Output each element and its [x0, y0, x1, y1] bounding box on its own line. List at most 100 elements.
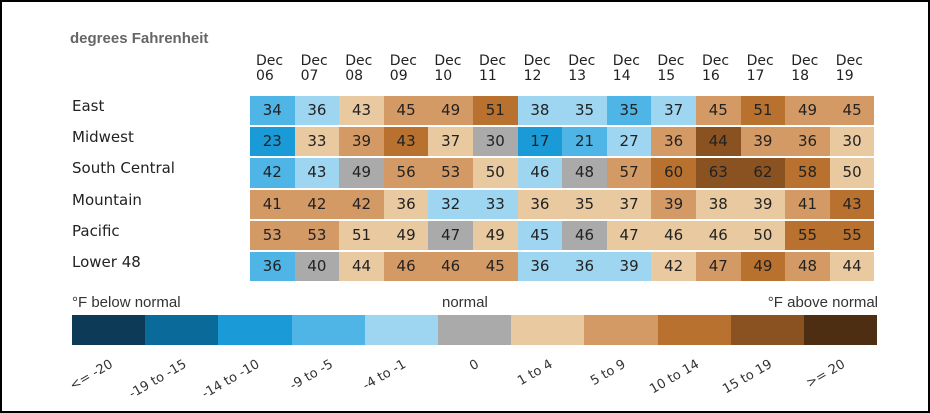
heatmap-cell: 40 — [294, 252, 340, 282]
heatmap-cell: 47 — [606, 220, 652, 250]
heatmap-cell: 51 — [339, 220, 384, 250]
heatmap-cell: 63 — [696, 158, 741, 188]
heatmap-cell: 42 — [651, 252, 696, 282]
legend-label: >= 20 — [803, 357, 849, 392]
heatmap-cell: 37 — [428, 127, 473, 157]
heatmap-cell: 39 — [339, 127, 384, 157]
heatmap-cell: 57 — [606, 158, 652, 188]
heatmap-cell: 34 — [250, 96, 295, 126]
legend-swatch — [291, 315, 365, 345]
heatmap-cell: 38 — [517, 96, 563, 126]
heatmap-cell: 50 — [740, 220, 786, 250]
heatmap-cell: 50 — [473, 158, 518, 188]
heatmap-cell: 48 — [562, 158, 607, 188]
heatmap-cell: 49 — [785, 96, 830, 126]
heatmap-cell: 49 — [740, 252, 786, 282]
heatmap-cell: 46 — [651, 220, 696, 250]
heatmap-cell: 35 — [606, 96, 652, 126]
heatmap-cell: 36 — [562, 252, 607, 282]
heatmap-cell: 39 — [740, 127, 786, 157]
heatmap-cell: 46 — [383, 252, 429, 282]
legend-swatch — [145, 315, 219, 345]
legend-swatch — [438, 315, 512, 345]
heatmap-cell: 45 — [383, 96, 429, 126]
legend-swatch — [511, 315, 585, 345]
heatmap-cell: 45 — [829, 96, 875, 126]
heatmap-cell: 47 — [428, 220, 473, 250]
heatmap-cell: 43 — [829, 189, 875, 219]
legend-label: 15 to 19 — [720, 357, 775, 398]
column-label: Dec 15 — [657, 53, 685, 84]
legend-label: -19 to -15 — [126, 357, 190, 402]
legend-swatch — [730, 315, 804, 345]
heatmap-cell: 41 — [250, 189, 295, 219]
heatmap-cell: 33 — [294, 127, 340, 157]
heatmap-cell: 48 — [785, 252, 830, 282]
heatmap-cell: 43 — [294, 158, 340, 188]
heatmap-cell: 32 — [428, 189, 473, 219]
heatmap-cell: 39 — [606, 252, 652, 282]
column-label: Dec 11 — [479, 53, 507, 84]
heatmap-cell: 21 — [562, 127, 607, 157]
heatmap-cell: 42 — [339, 189, 384, 219]
heatmap-cell: 51 — [740, 96, 786, 126]
legend-label: 1 to 4 — [515, 357, 556, 389]
heatmap-cell: 46 — [696, 220, 741, 250]
column-label: Dec 19 — [835, 53, 863, 84]
heatmap-cell: 45 — [473, 252, 518, 282]
row-label: Midwest — [72, 128, 134, 147]
heatmap-cell: 36 — [517, 252, 563, 282]
heatmap-cell: 37 — [651, 96, 696, 126]
heatmap-cell: 36 — [294, 96, 340, 126]
heatmap-cell: 62 — [740, 158, 786, 188]
legend-swatch — [72, 315, 146, 345]
legend-swatch — [584, 315, 658, 345]
heatmap-cell: 49 — [473, 220, 518, 250]
legend-left: °F below normal — [72, 294, 181, 311]
legend-label: -14 to -10 — [199, 357, 263, 402]
heatmap-cell: 41 — [785, 189, 830, 219]
heatmap-cell: 47 — [696, 252, 741, 282]
column-label: Dec 10 — [434, 53, 462, 84]
heatmap-cell: 53 — [294, 220, 340, 250]
column-label: Dec 08 — [345, 53, 373, 84]
legend-label: 0 — [467, 357, 483, 375]
legend-label: -9 to -5 — [287, 357, 336, 394]
heatmap-cell: 36 — [383, 189, 429, 219]
legend-label: -4 to -1 — [360, 357, 409, 394]
chart-title: degrees Fahrenheit — [70, 30, 209, 47]
heatmap-cell: 43 — [383, 127, 429, 157]
heatmap-cell: 23 — [250, 127, 295, 157]
heatmap-cell: 49 — [339, 158, 384, 188]
heatmap-cell: 37 — [606, 189, 652, 219]
legend-swatch — [364, 315, 438, 345]
column-label: Dec 07 — [300, 53, 328, 84]
legend-label: <= -20 — [67, 357, 117, 394]
row-label: South Central — [72, 159, 175, 178]
legend-swatch — [657, 315, 731, 345]
legend-swatch — [804, 315, 878, 345]
column-label: Dec 16 — [702, 53, 730, 84]
heatmap-cell: 17 — [517, 127, 563, 157]
heatmap-cell: 45 — [696, 96, 741, 126]
heatmap-cell: 55 — [829, 220, 875, 250]
heatmap-cell: 36 — [651, 127, 696, 157]
legend-center: normal — [442, 294, 488, 311]
heatmap-cell: 44 — [829, 252, 875, 282]
heatmap-cell: 46 — [428, 252, 473, 282]
column-label: Dec 06 — [256, 53, 284, 84]
heatmap-cell: 46 — [562, 220, 607, 250]
heatmap-cell: 30 — [829, 127, 875, 157]
column-label: Dec 14 — [612, 53, 640, 84]
heatmap-cell: 43 — [339, 96, 384, 126]
heatmap-cell: 56 — [383, 158, 429, 188]
heatmap-cell: 46 — [517, 158, 563, 188]
row-label: Lower 48 — [72, 253, 141, 271]
heatmap-cell: 50 — [829, 158, 875, 188]
heatmap-cell: 53 — [250, 220, 295, 250]
row-label: Mountain — [72, 190, 142, 209]
row-label: East — [72, 97, 105, 115]
heatmap-cell: 42 — [250, 158, 295, 188]
heatmap-cell: 39 — [740, 189, 786, 219]
column-label: Dec 09 — [389, 53, 417, 84]
